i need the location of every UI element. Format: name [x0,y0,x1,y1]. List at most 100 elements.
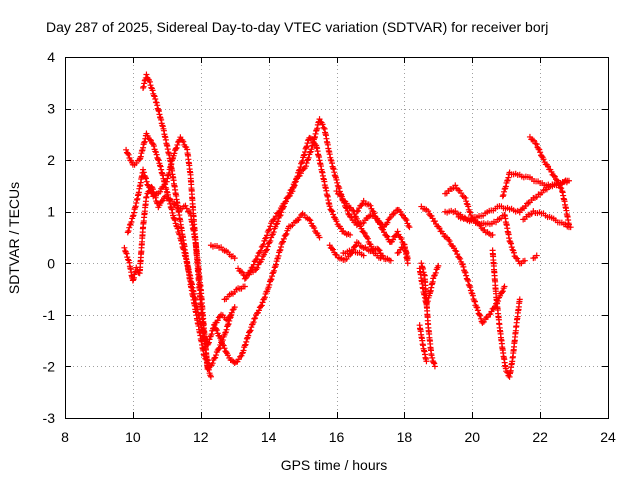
data-point [241,275,248,282]
data-point [351,243,358,250]
data-point [453,248,460,255]
data-point [467,284,474,291]
data-point [257,303,264,310]
data-point [263,232,270,239]
data-point [211,322,218,329]
data-point [551,173,558,180]
data-point [226,313,233,320]
chart-title: Day 287 of 2025, Sidereal Day-to-day VTE… [46,19,548,35]
data-point [207,373,214,380]
data-point [294,217,301,224]
data-point [183,205,190,212]
data-point [432,269,439,276]
data-point [275,209,282,216]
data-point [180,138,187,145]
data-point [282,232,289,239]
data-point [225,321,232,328]
data-point [239,269,246,276]
data-point [268,276,275,283]
data-point [555,179,562,186]
y-tick-label: 3 [47,101,55,117]
data-point [247,327,254,334]
data-point [431,363,438,370]
data-point [143,71,150,78]
data-point [398,235,405,242]
data-point [296,166,303,173]
data-point [280,238,287,245]
data-point [383,232,390,239]
x-tick-label: 14 [261,429,277,445]
data-point [404,260,411,267]
y-tick-label: -2 [43,358,56,374]
data-point [220,342,227,349]
data-point [152,96,159,103]
data-point [305,154,312,161]
data-point [266,226,273,233]
data-point [505,174,512,181]
data-point [509,246,516,253]
data-point [395,249,402,256]
data-point [316,116,323,123]
data-point [252,257,259,264]
data-point [338,225,345,232]
data-point [174,141,181,148]
data-point [247,267,254,274]
data-point [405,222,412,229]
data-point [126,224,133,231]
data-point [265,227,272,234]
data-point [536,146,543,153]
x-tick-label: 12 [193,429,209,445]
data-point [255,307,262,314]
data-point [172,145,179,152]
data-point [252,315,259,322]
data-point [156,202,163,209]
data-point [271,216,278,223]
data-point [170,200,177,207]
data-point [211,355,218,362]
data-point [548,168,555,175]
data-point [466,208,473,215]
data-point [125,256,132,263]
data-point [228,309,235,316]
data-point [461,268,468,275]
data-point [347,213,354,220]
data-point [360,252,367,259]
data-point [440,230,447,237]
data-point [168,198,175,205]
data-point [176,230,183,237]
data-point [240,347,247,354]
data-point [376,247,383,254]
data-point [316,234,323,241]
data-point [467,209,474,216]
data-point [292,218,299,225]
data-point [463,200,470,207]
data-point [462,269,469,276]
data-point [397,208,404,215]
data-point [309,136,316,143]
data-point [334,179,341,186]
data-point [173,144,180,151]
data-point [504,177,511,184]
data-point [368,243,375,250]
data-point [459,260,466,267]
data-point [429,354,436,361]
data-point [144,132,151,139]
data-point [460,263,467,270]
data-point [306,216,313,223]
data-point [242,341,249,348]
data-point [121,244,128,251]
data-point [350,207,357,214]
data-point [557,184,564,191]
data-point [263,246,270,253]
data-point [456,254,463,261]
x-tick-label: 24 [600,429,616,445]
data-point [157,188,164,195]
data-point [248,264,255,271]
data-point [174,204,181,211]
data-point [473,303,480,310]
data-point [508,240,515,247]
data-point [154,156,161,163]
data-point [267,237,274,244]
data-point [360,219,367,226]
data-point [538,153,545,160]
